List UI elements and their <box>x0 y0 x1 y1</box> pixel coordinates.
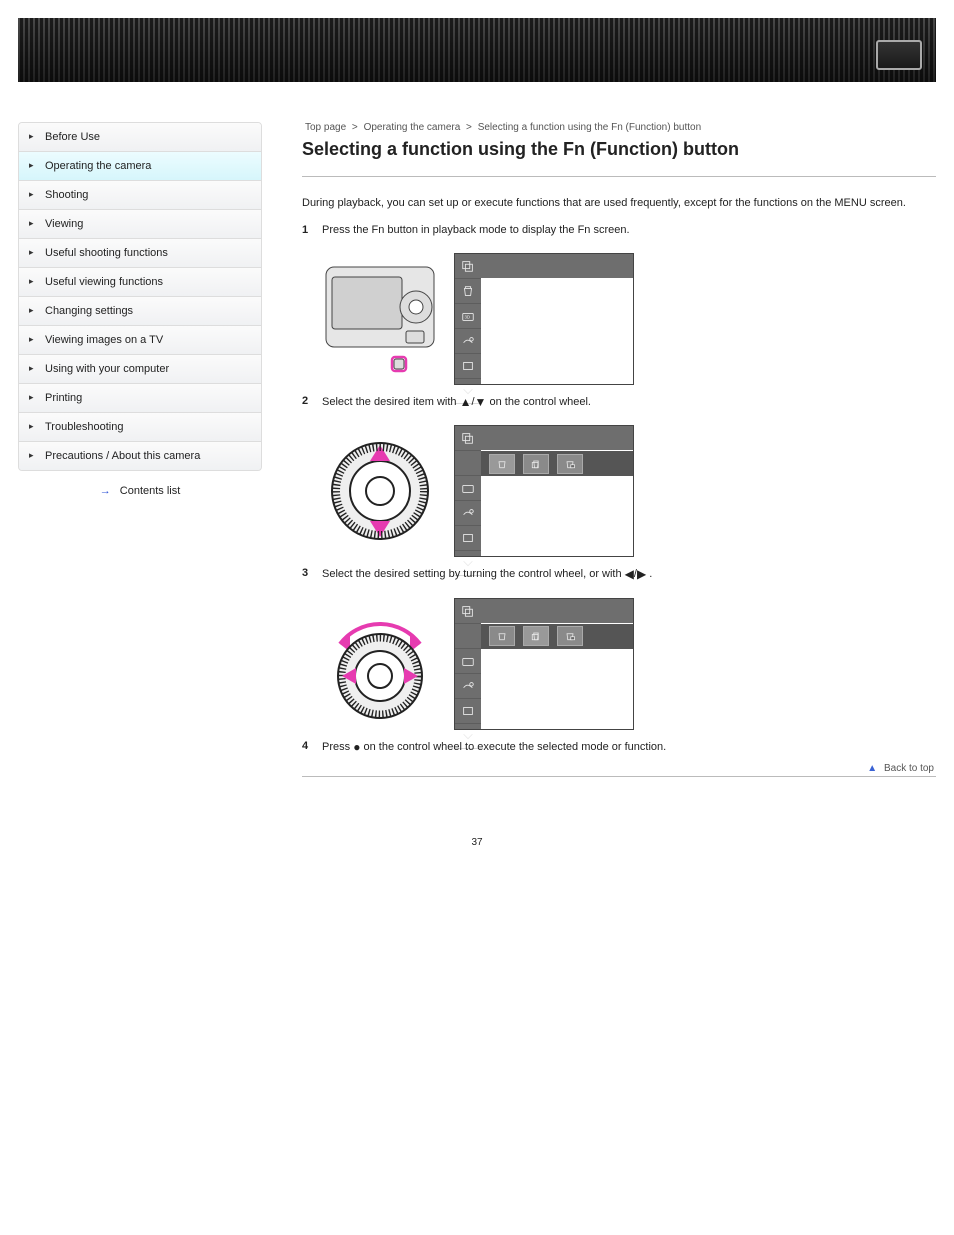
right-triangle-icon: ▶ <box>637 567 646 581</box>
figure-step-3 <box>320 598 936 730</box>
camera-back-illus <box>320 259 440 379</box>
contents-list-label: Contents list <box>120 485 181 497</box>
step-3-num: 3 <box>302 565 308 582</box>
header-top-button[interactable] <box>876 40 922 70</box>
page-number: 37 <box>18 837 936 848</box>
intro-text: During playback, you can set up or execu… <box>302 195 936 212</box>
crumb-0[interactable]: Top page <box>305 122 346 133</box>
up-triangle-icon: ▲ <box>867 763 877 774</box>
sidebar-item-viewing[interactable]: Viewing <box>19 210 261 239</box>
sidebar-item-shooting[interactable]: Shooting <box>19 181 261 210</box>
back-to-top-label: Back to top <box>884 763 934 774</box>
step-3-text-b: . <box>649 568 652 580</box>
step-3: 3 Select the desired setting by turning … <box>302 565 936 584</box>
crumb-2: Selecting a function using the Fn (Funct… <box>478 122 701 133</box>
sidebar-nav: Before Use Operating the camera Shooting… <box>18 122 262 471</box>
sidebar-item-precautions[interactable]: Precautions / About this camera <box>19 442 261 470</box>
step-2-num: 2 <box>302 393 308 410</box>
step-1: 1 Press the Fn button in playback mode t… <box>302 222 936 239</box>
arrow-right-icon: → <box>100 485 111 497</box>
control-wheel-updown <box>320 431 440 551</box>
figure-step-2 <box>320 425 936 557</box>
control-wheel-leftright <box>320 604 440 724</box>
left-triangle-icon: ◀ <box>625 567 634 581</box>
page-title: Selecting a function using the Fn (Funct… <box>302 139 936 160</box>
step-2: 2 Select the desired item with ▲/▼ on th… <box>302 393 936 412</box>
sidebar-item-useful-view[interactable]: Useful viewing functions <box>19 268 261 297</box>
step-4: 4 Press ● on the control wheel to execut… <box>302 738 936 757</box>
sidebar-item-tv[interactable]: Viewing images on a TV <box>19 326 261 355</box>
fn-screen-2 <box>454 425 634 557</box>
step-4-text-a: Press <box>322 741 353 753</box>
back-to-top-row: ▲ Back to top <box>302 776 936 777</box>
sidebar-item-troubleshooting[interactable]: Troubleshooting <box>19 413 261 442</box>
figure-step-1: 3D <box>320 253 936 385</box>
step-1-text: Press the Fn button in playback mode to … <box>322 222 936 239</box>
step-1-num: 1 <box>302 222 308 239</box>
sidebar-item-useful-shoot[interactable]: Useful shooting functions <box>19 239 261 268</box>
step-2-text-b: on the control wheel. <box>489 396 591 408</box>
step-4-text-b: on the control wheel to execute the sele… <box>364 741 667 753</box>
step-4-num: 4 <box>302 738 308 755</box>
fn-screen-3 <box>454 598 634 730</box>
sidebar-item-printing[interactable]: Printing <box>19 384 261 413</box>
contents-list-link[interactable]: → Contents list <box>18 485 262 497</box>
step-2-text-a: Select the desired item with <box>322 396 460 408</box>
center-dot-icon: ● <box>353 740 360 754</box>
svg-text:3D: 3D <box>465 314 471 319</box>
main-content: Top page > Operating the camera > Select… <box>262 122 936 777</box>
sidebar-item-settings[interactable]: Changing settings <box>19 297 261 326</box>
crumb-1[interactable]: Operating the camera <box>364 122 461 133</box>
sidebar-item-operating[interactable]: Operating the camera <box>19 152 261 181</box>
breadcrumb: Top page > Operating the camera > Select… <box>302 122 936 133</box>
page-header <box>18 18 936 82</box>
fn-screen-1: 3D <box>454 253 634 385</box>
back-to-top-link[interactable]: ▲ Back to top <box>867 763 934 774</box>
sidebar: Before Use Operating the camera Shooting… <box>18 122 262 497</box>
sidebar-item-computer[interactable]: Using with your computer <box>19 355 261 384</box>
sidebar-item-before-use[interactable]: Before Use <box>19 123 261 152</box>
